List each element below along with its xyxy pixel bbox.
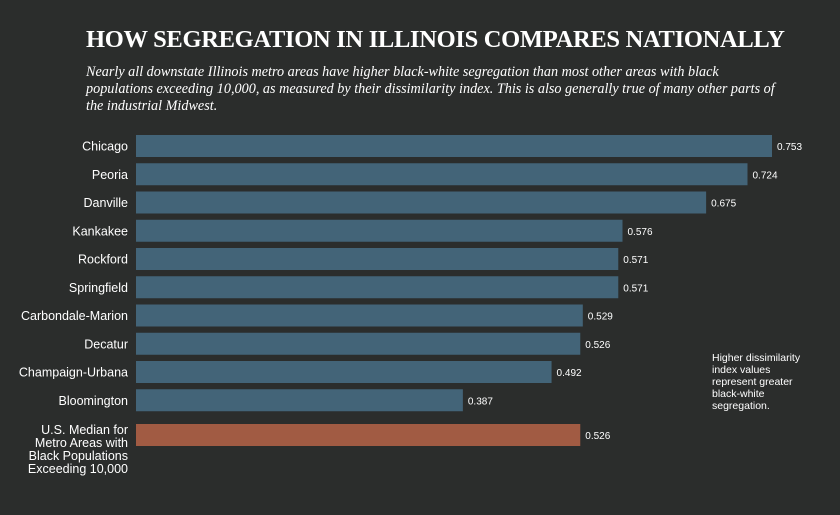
category-label-us-median: U.S. Median for Metro Areas with Black Pop… — [28, 423, 128, 476]
bar-kankakee — [136, 219, 623, 242]
category-label-chicago: Chicago — [82, 140, 128, 154]
category-label-us-median-line: Black Populations — [29, 449, 128, 463]
category-label-decatur: Decatur — [84, 337, 128, 351]
chart-title: HOW SEGREGATION IN ILLINOIS COMPARES NAT… — [86, 26, 785, 53]
bar-us-median — [136, 424, 581, 446]
category-label-rockford: Rockford — [78, 253, 128, 267]
bar-peoria — [136, 163, 748, 186]
category-label-springfield: Springfield — [69, 281, 128, 295]
category-label-bloomington: Bloomington — [59, 394, 129, 408]
value-label-danville: 0.675 — [711, 199, 736, 210]
value-label-springfield: 0.571 — [623, 283, 648, 294]
bar-decatur — [136, 332, 581, 355]
value-label-rockford: 0.571 — [623, 255, 648, 266]
bar-springfield — [136, 276, 619, 299]
value-label-carbondale-marion: 0.529 — [588, 312, 613, 323]
value-label-decatur: 0.526 — [585, 340, 610, 351]
bar-danville — [136, 191, 707, 214]
bar-champaign-urbana — [136, 361, 552, 383]
category-label-carbondale-marion: Carbondale-Marion — [21, 309, 128, 323]
category-label-danville: Danville — [84, 196, 129, 210]
bar-carbondale-marion — [136, 304, 583, 327]
category-label-peoria: Peoria — [92, 168, 128, 182]
value-label-chicago: 0.753 — [777, 142, 802, 153]
bar-rockford — [136, 248, 619, 270]
value-label-kankakee: 0.576 — [628, 227, 653, 238]
bar-chicago — [136, 135, 772, 157]
value-label-us-median: 0.526 — [585, 431, 610, 442]
value-label-champaign-urbana: 0.492 — [557, 368, 582, 379]
value-label-bloomington: 0.387 — [468, 396, 493, 407]
value-label-peoria: 0.724 — [753, 170, 778, 181]
chart-note: Higher dissimilarity index values repres… — [712, 352, 801, 412]
category-label-kankakee: Kankakee — [72, 224, 128, 238]
category-label-us-median-line: U.S. Median for — [41, 423, 128, 437]
category-label-champaign-urbana: Champaign-Urbana — [19, 366, 128, 380]
category-label-us-median-line: Exceeding 10,000 — [28, 462, 128, 476]
chart-subtitle: Nearly all downstate Illinois metro area… — [86, 64, 775, 114]
category-label-us-median-line: Metro Areas with — [35, 436, 128, 450]
bar-bloomington — [136, 389, 463, 412]
